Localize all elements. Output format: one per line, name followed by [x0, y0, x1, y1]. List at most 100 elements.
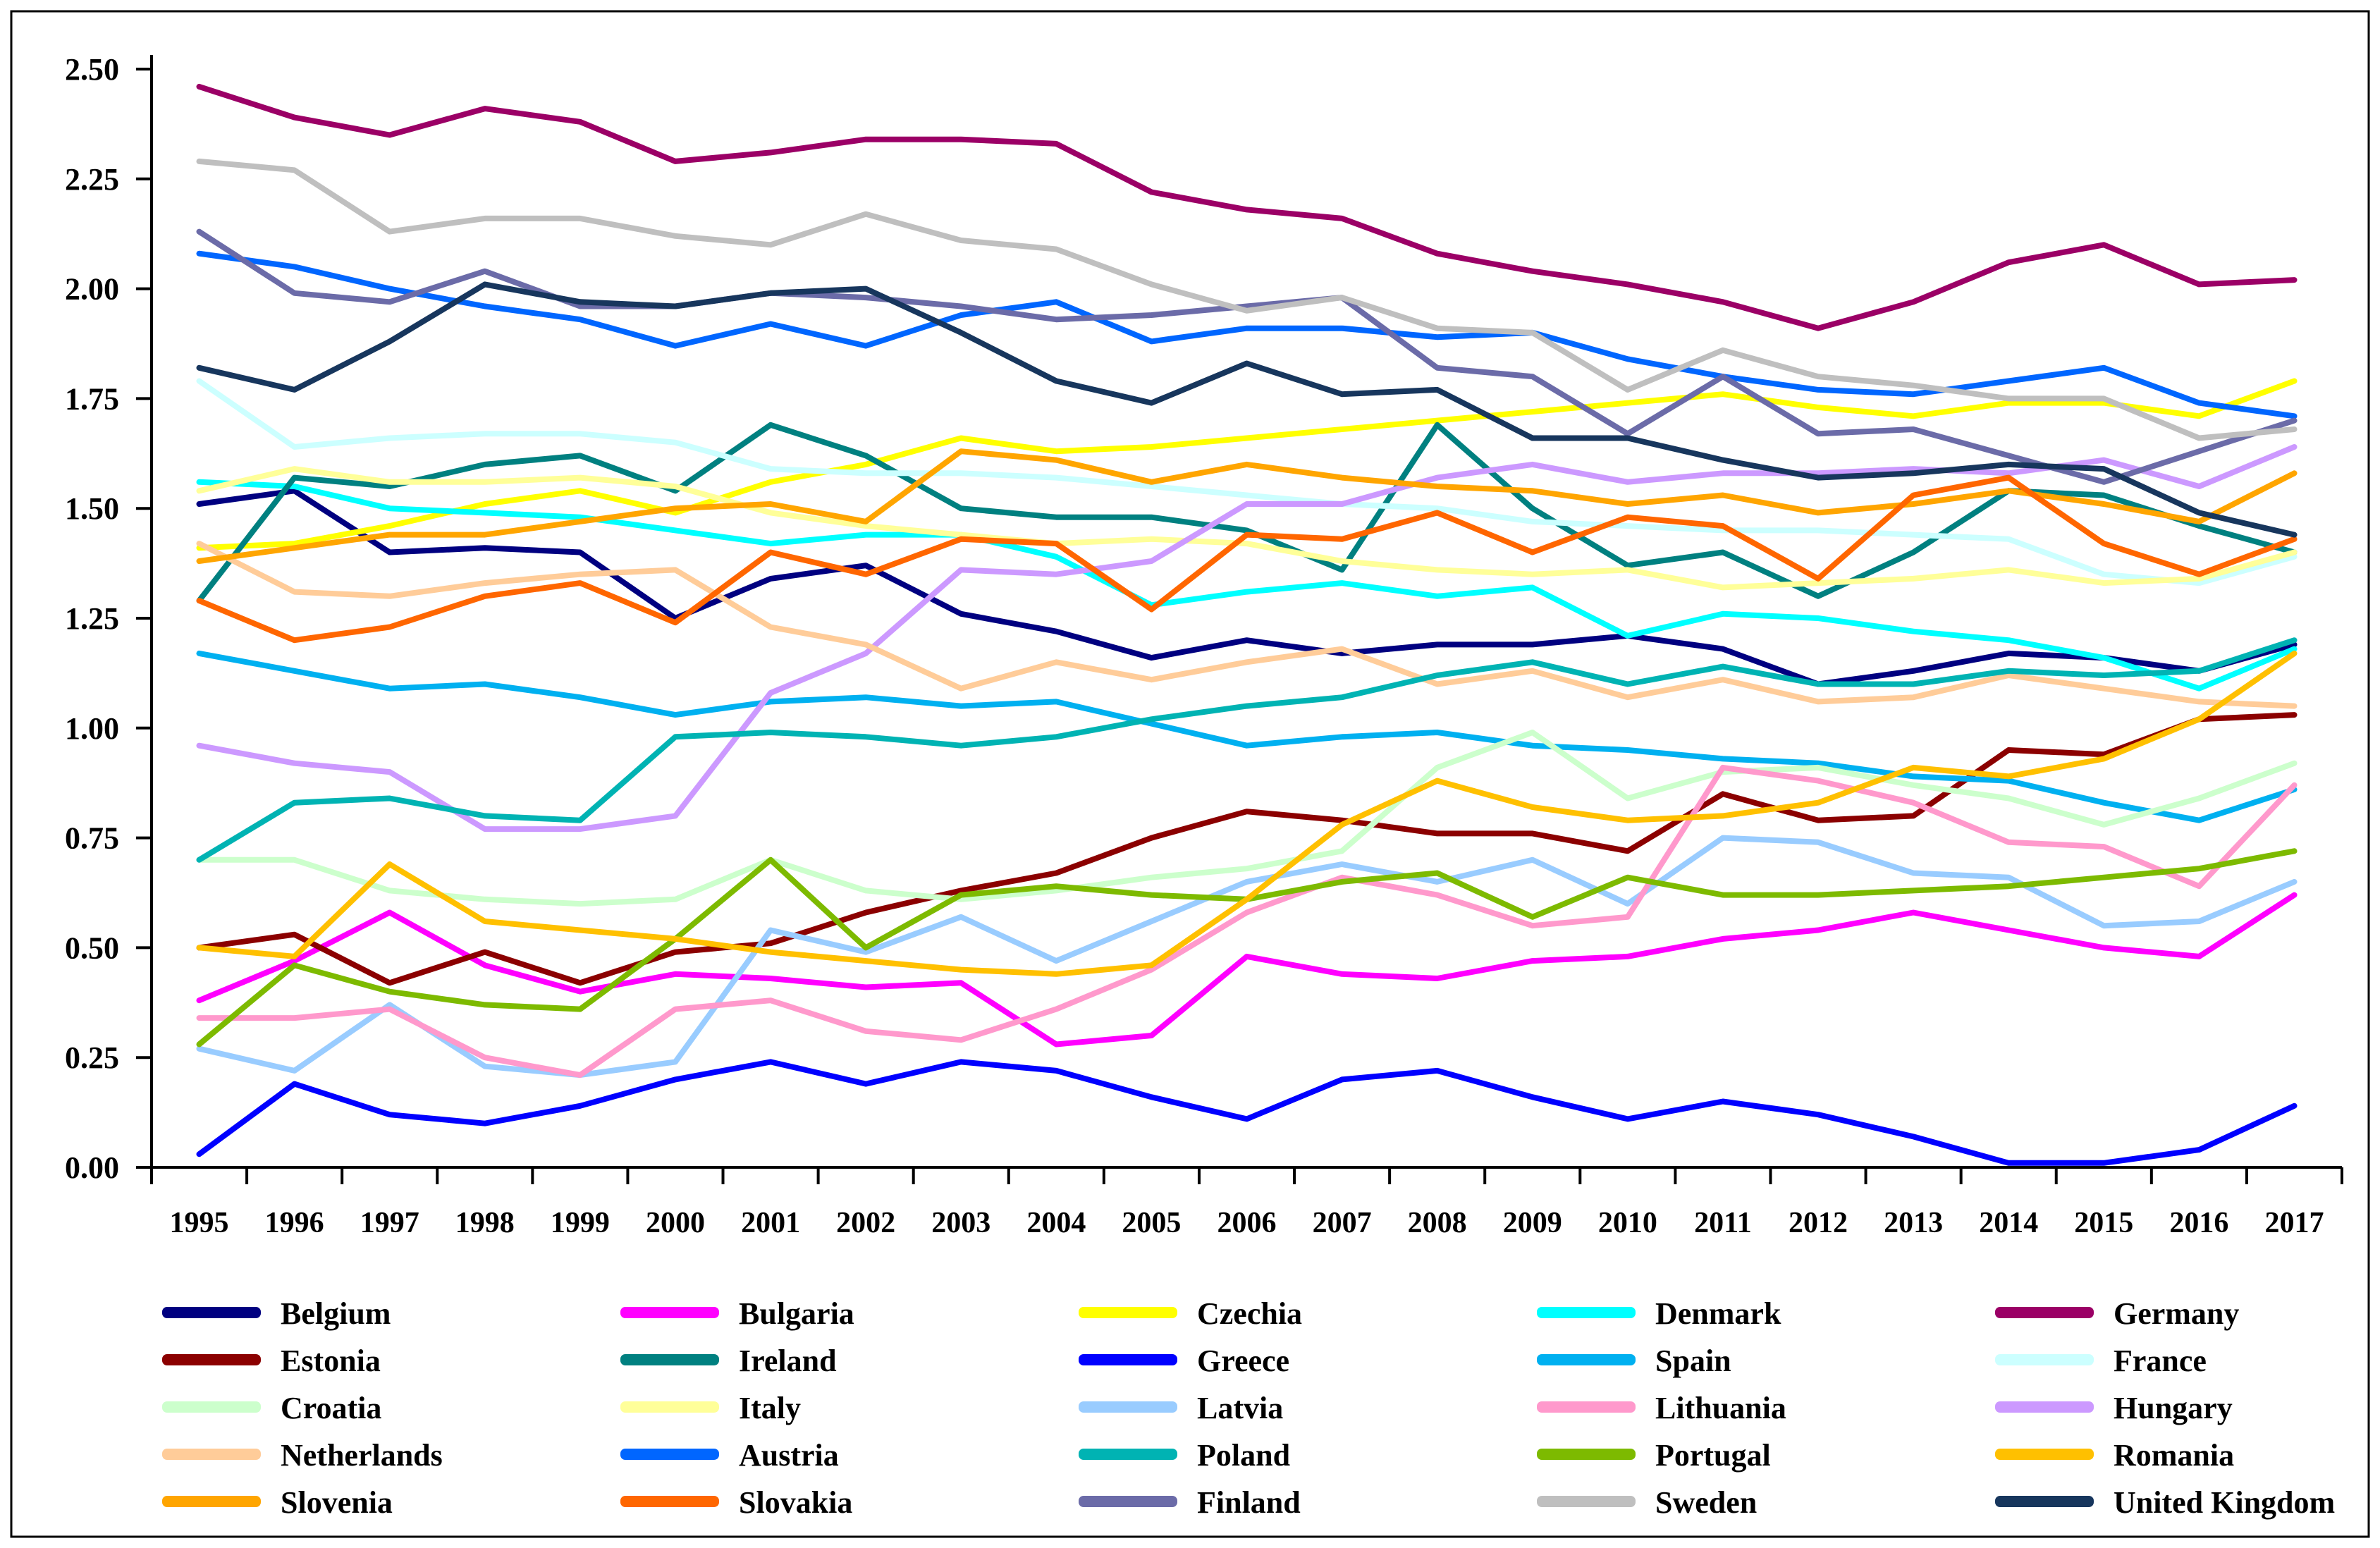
series-line-ireland: [196, 422, 2298, 604]
legend-swatch-austria: [620, 1449, 719, 1460]
legend-item-czechia: Czechia: [1079, 1296, 1302, 1331]
legend-swatch-romania: [1995, 1449, 2094, 1460]
legend-swatch-france: [1995, 1354, 2094, 1365]
legend-label-estonia: Estonia: [281, 1344, 381, 1378]
x-axis-label: 2010: [1598, 1207, 1657, 1239]
legend-label-bulgaria: Bulgaria: [739, 1296, 854, 1331]
y-axis-label: 0.00: [65, 1150, 119, 1185]
legend-item-slovakia: Slovakia: [620, 1485, 852, 1520]
series-line-slovenia: [196, 448, 2298, 564]
y-axis-label: 1.50: [65, 491, 119, 526]
x-axis-label: 1995: [170, 1207, 229, 1239]
x-axis-label: 2002: [836, 1207, 895, 1239]
legend-label-finland: Finland: [1197, 1485, 1301, 1520]
legend-item-netherlands: Netherlands: [162, 1438, 443, 1473]
legend-item-united-kingdom: United Kingdom: [1995, 1485, 2335, 1520]
legend-item-slovenia: Slovenia: [162, 1485, 393, 1520]
x-axis-label: 2015: [2074, 1207, 2133, 1239]
legend-label-denmark: Denmark: [1655, 1296, 1781, 1331]
legend-item-poland: Poland: [1079, 1438, 1290, 1473]
x-axis-label: 2009: [1503, 1207, 1562, 1239]
legend-swatch-poland: [1079, 1449, 1177, 1460]
legend-label-belgium: Belgium: [281, 1296, 391, 1331]
legend-swatch-portugal: [1537, 1449, 1636, 1460]
legend-label-portugal: Portugal: [1655, 1438, 1771, 1473]
x-axis-label: 2013: [1884, 1207, 1943, 1239]
legend-item-latvia: Latvia: [1079, 1391, 1283, 1425]
legend-label-czechia: Czechia: [1197, 1296, 1302, 1331]
series-line-italy: [196, 466, 2298, 591]
legend-item-denmark: Denmark: [1537, 1296, 1781, 1331]
legend-label-ireland: Ireland: [739, 1344, 837, 1378]
legend-item-germany: Germany: [1995, 1296, 2239, 1331]
legend-label-italy: Italy: [739, 1391, 801, 1425]
y-axis-label: 1.00: [65, 711, 119, 746]
legend-item-sweden: Sweden: [1537, 1485, 1757, 1520]
legend-label-netherlands: Netherlands: [281, 1438, 443, 1473]
series-line-czechia: [196, 378, 2298, 551]
series-line-belgium: [196, 488, 2298, 687]
legend-item-hungary: Hungary: [1995, 1391, 2233, 1425]
legend-item-estonia: Estonia: [162, 1344, 381, 1378]
legend-swatch-finland: [1079, 1496, 1177, 1507]
legend-swatch-lithuania: [1537, 1401, 1636, 1413]
legend-label-croatia: Croatia: [281, 1391, 381, 1425]
legend-swatch-greece: [1079, 1354, 1177, 1365]
legend-item-greece: Greece: [1079, 1344, 1289, 1378]
legend-label-sweden: Sweden: [1655, 1485, 1757, 1520]
x-axis-label: 2012: [1789, 1207, 1848, 1239]
y-axis-label: 1.75: [65, 381, 119, 416]
legend-swatch-netherlands: [162, 1449, 261, 1460]
x-axis-label: 1996: [265, 1207, 324, 1239]
legend-label-latvia: Latvia: [1197, 1391, 1283, 1425]
series-line-greece: [196, 1059, 2298, 1166]
legend-swatch-latvia: [1079, 1401, 1177, 1413]
x-axis-label: 2008: [1408, 1207, 1467, 1239]
legend-swatch-estonia: [162, 1354, 261, 1365]
legend-item-portugal: Portugal: [1537, 1438, 1771, 1473]
legend-item-italy: Italy: [620, 1391, 801, 1425]
x-axis-label: 2001: [741, 1207, 800, 1239]
legend-swatch-germany: [1995, 1307, 2094, 1318]
legend-label-poland: Poland: [1197, 1438, 1290, 1473]
legend-label-spain: Spain: [1655, 1344, 1731, 1378]
x-axis-label: 2004: [1026, 1207, 1086, 1239]
legend-swatch-ireland: [620, 1354, 719, 1365]
series-line-spain: [196, 650, 2298, 823]
series-line-united-kingdom: [196, 281, 2298, 538]
y-axis-label: 2.00: [65, 272, 119, 307]
series-line-finland: [196, 228, 2298, 485]
legend-label-romania: Romania: [2114, 1438, 2234, 1473]
series-line-france: [196, 378, 2298, 586]
x-axis-label: 2011: [1694, 1207, 1752, 1239]
series-line-sweden: [196, 158, 2298, 441]
legend-label-hungary: Hungary: [2114, 1391, 2233, 1425]
x-axis-label: 2016: [2169, 1207, 2228, 1239]
series-line-germany: [196, 83, 2298, 331]
x-axis-label: 1999: [551, 1207, 610, 1239]
legend-swatch-slovenia: [162, 1496, 261, 1507]
legend-swatch-croatia: [162, 1401, 261, 1413]
legend-item-finland: Finland: [1079, 1485, 1301, 1520]
series-line-bulgaria: [196, 892, 2298, 1048]
x-axis-label: 2014: [1979, 1207, 2038, 1239]
legend-swatch-united-kingdom: [1995, 1496, 2094, 1507]
legend-label-germany: Germany: [2114, 1296, 2239, 1331]
legend-label-slovenia: Slovenia: [281, 1485, 393, 1520]
series-line-netherlands: [196, 541, 2298, 709]
y-axis-label: 2.25: [65, 162, 119, 197]
series-line-estonia: [196, 712, 2298, 986]
legend-swatch-hungary: [1995, 1401, 2094, 1413]
y-axis-label: 1.25: [65, 601, 119, 636]
legend-label-slovakia: Slovakia: [739, 1485, 852, 1520]
legend-item-croatia: Croatia: [162, 1391, 381, 1425]
legend-item-romania: Romania: [1995, 1438, 2234, 1473]
series-line-poland: [196, 637, 2298, 863]
series-line-lithuania: [196, 764, 2298, 1079]
x-axis-label: 2006: [1217, 1207, 1277, 1239]
legend-item-bulgaria: Bulgaria: [620, 1296, 854, 1331]
x-axis-label: 1997: [360, 1207, 419, 1239]
legend-swatch-italy: [620, 1401, 719, 1413]
